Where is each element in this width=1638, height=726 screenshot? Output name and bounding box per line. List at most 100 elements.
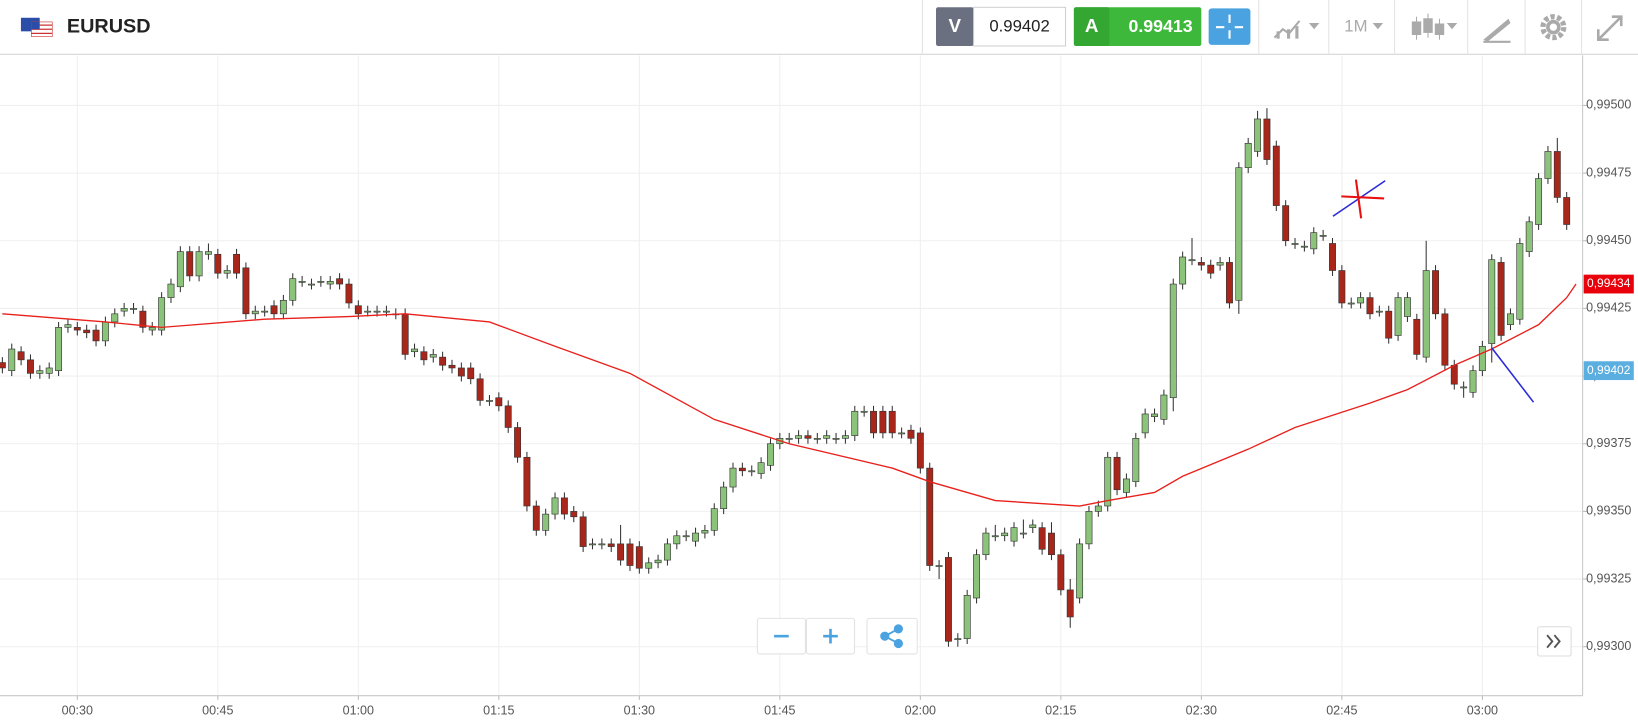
- candle-body: [176, 251, 184, 288]
- candle-body: [813, 438, 821, 440]
- candle-body: [963, 594, 971, 639]
- candle-type-button[interactable]: [1411, 13, 1458, 40]
- timeframe[interactable]: 1M: [1344, 17, 1367, 36]
- candle-body: [101, 321, 109, 342]
- candle-body: [1432, 270, 1439, 315]
- candle-body: [729, 467, 737, 488]
- candle-body: [767, 443, 774, 466]
- draw-tool-button[interactable]: [1483, 18, 1511, 43]
- candle-body: [916, 432, 924, 469]
- candle-body: [92, 329, 100, 342]
- candle-body: [1291, 243, 1299, 245]
- candle-body: [1094, 505, 1102, 512]
- candle-body: [663, 543, 671, 561]
- sell-button[interactable]: [935, 7, 974, 46]
- candle-body: [167, 283, 175, 298]
- candle-body: [326, 281, 334, 285]
- symbol: EURUSD: [67, 15, 151, 37]
- x-tick-label: 01:00: [343, 704, 374, 718]
- candle-body: [1319, 235, 1327, 237]
- candle-body: [1563, 197, 1571, 225]
- candle-body: [64, 324, 72, 328]
- candle-body: [186, 251, 194, 277]
- candle-body: [8, 348, 16, 371]
- candle-body: [486, 400, 493, 402]
- candle-body: [1254, 118, 1262, 152]
- candle-body: [1207, 264, 1215, 274]
- x-tick-label: 01:45: [764, 704, 795, 718]
- candle-body: [382, 310, 390, 313]
- y-tick-label: 0,99500: [1586, 98, 1631, 112]
- buy-price: 0.99413: [1128, 16, 1192, 36]
- candle-body: [935, 565, 943, 567]
- candle-body: [298, 281, 306, 283]
- candle-body: [251, 310, 259, 315]
- candle-body: [1300, 245, 1308, 248]
- fullscreen-button[interactable]: [1596, 15, 1623, 42]
- candle-body: [1151, 413, 1158, 417]
- candle-body: [1282, 205, 1290, 242]
- candle-body: [607, 543, 615, 547]
- candle-body: [1188, 259, 1196, 262]
- candle-body: [748, 470, 756, 473]
- candle-body: [1076, 543, 1084, 599]
- cross-mark: [1354, 179, 1363, 219]
- price-tag-label: 0,99402: [1587, 363, 1631, 377]
- candle-body: [1525, 221, 1533, 252]
- candle-body: [954, 638, 962, 640]
- scroll-end-button[interactable]: [1537, 626, 1572, 657]
- y-tick-label: 0,99325: [1586, 571, 1631, 585]
- candle-body: [476, 378, 484, 401]
- candle-body: [1235, 167, 1243, 301]
- share-button[interactable]: [866, 617, 918, 655]
- chart-type-button[interactable]: [1273, 20, 1320, 39]
- candle-body: [1038, 527, 1046, 550]
- candle-body: [926, 467, 934, 566]
- candle-body: [308, 283, 315, 286]
- candle-body: [1310, 232, 1318, 250]
- candle-body: [982, 532, 990, 556]
- settings-button[interactable]: [1540, 14, 1567, 41]
- candle-body: [1169, 283, 1177, 399]
- candle-body: [139, 310, 147, 328]
- candle-body: [130, 308, 137, 310]
- buy-label-box: [1073, 7, 1110, 46]
- candle-body: [495, 397, 503, 407]
- y-tick-label: 0,99350: [1586, 504, 1631, 518]
- double-arrow-icon: [1546, 634, 1561, 649]
- candle-body: [514, 427, 522, 458]
- candle-body: [654, 559, 662, 564]
- candle-body: [560, 497, 568, 515]
- candle-body: [832, 438, 840, 440]
- candle-body: [701, 530, 709, 534]
- candle-body: [1122, 478, 1130, 493]
- candle-body: [27, 359, 34, 374]
- candle-body: [364, 310, 372, 313]
- sell-label: V: [949, 15, 962, 36]
- candle-body: [411, 348, 418, 353]
- candle-body: [841, 435, 849, 439]
- candle-body: [111, 313, 119, 323]
- header: EURUSD V 0.99402 A 0.99413 1M: [0, 0, 1638, 55]
- candle-body: [626, 543, 634, 566]
- candle-body: [1460, 386, 1468, 389]
- candle-body: [1469, 370, 1477, 393]
- x-tick-label: 03:00: [1467, 704, 1498, 718]
- candle-body: [148, 327, 156, 331]
- candle-body: [223, 270, 231, 274]
- candle-body: [195, 251, 203, 277]
- candle-body: [570, 511, 578, 518]
- candle-body: [1450, 364, 1458, 385]
- candle-body: [860, 410, 868, 413]
- candle-body: [1132, 438, 1140, 482]
- sell-price-box[interactable]: [973, 6, 1067, 47]
- candle-body: [1441, 313, 1449, 366]
- trend-line: [1491, 347, 1535, 403]
- crosshair-button[interactable]: [1208, 8, 1251, 45]
- candle-body: [1366, 297, 1374, 315]
- candle-body: [1244, 143, 1252, 168]
- candle-body: [289, 278, 297, 301]
- candle-body: [738, 467, 746, 472]
